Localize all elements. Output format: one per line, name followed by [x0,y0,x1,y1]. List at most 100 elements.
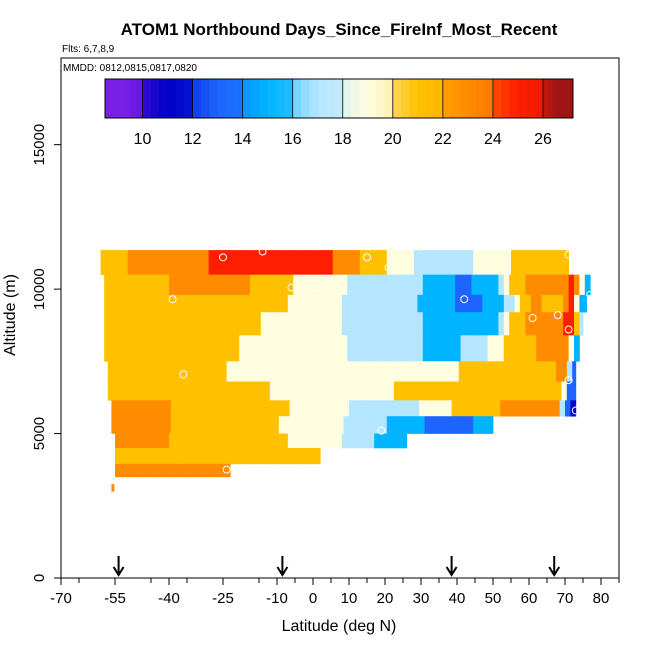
sample-point [222,465,231,474]
heatmap-cell [296,381,303,401]
heatmap-cell [221,381,227,401]
heatmap-cell [282,335,289,362]
heatmap-cell [566,381,573,401]
heatmap-cell [239,335,245,362]
heatmap-cell [374,312,380,336]
heatmap-cell [246,416,253,434]
heatmap-cell [302,381,308,401]
heatmap-cell [457,250,463,275]
heatmap-cell [289,250,296,275]
heatmap-cell [408,416,415,434]
heatmap-cell [314,335,321,362]
heatmap-cell [136,448,143,465]
heatmap-cell [255,312,262,336]
heatmap-cell [579,274,586,296]
heatmap-cell [118,361,125,382]
heatmap-cell [293,274,299,296]
heatmap-cell [167,361,173,382]
heatmap-cell [327,400,334,417]
heatmap-cell [244,294,251,313]
colorbar-swatch [326,79,335,118]
heatmap-cell [437,361,443,382]
heatmap-cell [259,381,265,401]
heatmap-cell [230,400,236,417]
heatmap-cell [507,381,514,401]
heatmap-cell [109,274,116,296]
sample-point [312,283,321,292]
heatmap-cell [530,335,537,362]
heatmap-cell [260,448,267,465]
heatmap-cell [548,250,555,275]
heatmap-cell [246,400,253,417]
heatmap-cell [271,448,278,465]
heatmap-cell [368,433,375,449]
heatmap-cell [530,274,537,296]
heatmap-cell [125,294,132,313]
heatmap-cell [532,250,539,275]
heatmap-cell [406,312,413,336]
heatmap-cell [163,448,170,465]
heatmap-cell [152,448,159,465]
heatmap-cell [271,335,278,362]
heatmap-cell [203,400,209,417]
heatmap-cell [282,294,289,313]
heatmap-cell [185,312,191,336]
heatmap-cell [287,294,294,313]
heatmap-cell [320,294,326,313]
heatmap-cell [316,250,323,275]
heatmap-cell [386,400,393,417]
colorbar-swatch [409,79,419,118]
heatmap-cell [547,312,553,336]
heatmap-cell [451,416,458,434]
heatmap-cell [194,381,200,401]
heatmap-cell [205,361,211,382]
colorbar-swatch [225,79,235,118]
sample-point [219,253,227,262]
heatmap-cell [287,335,294,362]
heatmap-cell [244,274,251,296]
heatmap-cell [494,400,501,417]
heatmap-cell [282,433,289,449]
colorbar-swatch [534,79,544,118]
colorbar-swatch [209,79,219,118]
heatmap-cell [158,335,164,362]
heatmap-cell [215,381,222,401]
colorbar-swatch [242,79,252,118]
y-tick-label: 10000 [31,268,48,310]
heatmap-cell [579,312,584,336]
heatmap-cell [295,400,301,417]
heatmap-cell [152,433,159,449]
heatmap-cell [440,400,447,417]
heatmap-cell [170,250,177,275]
heatmap-cell [107,361,114,382]
heatmap-cell [298,335,305,362]
heatmap-cell [361,381,368,401]
heatmap-cell [284,400,290,417]
x-axis: -70 -55 -40 -25 -10 0 10 20 30 40 50 60 70 80 [50,578,620,607]
heatmap-cell [295,250,301,275]
colorbar-swatch [259,79,269,118]
heatmap-cell [163,463,170,478]
heatmap-cell [383,381,389,401]
heatmap-cell [523,361,530,382]
heatmap-cell [318,381,325,401]
heatmap-cell [347,274,353,296]
heatmap-cell [460,335,467,362]
heatmap-cell [559,400,566,417]
heatmap-cell [487,274,494,296]
colorbar-tick-label: 24 [484,131,502,148]
heatmap-cell [217,335,224,362]
heatmap-cell [385,274,391,296]
heatmap-cell [358,433,364,449]
heatmap-cell [446,250,452,275]
heatmap-cell [480,361,487,382]
heatmap-cell [408,250,415,275]
heatmap-cell [104,335,110,362]
heatmap-cell [197,400,204,417]
colorbar-tick-label: 14 [234,131,252,148]
colorbar-swatch [250,79,260,118]
heatmap-cell [401,274,407,296]
heatmap-cell [291,361,298,382]
plot-frame [60,57,620,579]
heatmap-cell [239,312,245,336]
